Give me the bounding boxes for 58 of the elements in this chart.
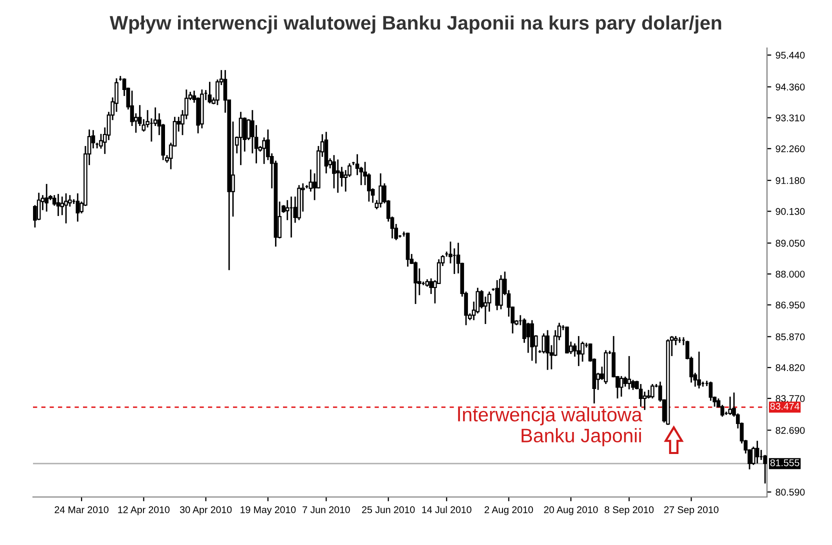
y-tick-label: 82.690	[776, 426, 805, 434]
x-tick-label: 19 May 2010	[240, 506, 296, 516]
candlestick	[64, 192, 68, 224]
candlestick	[697, 350, 701, 390]
candlestick	[495, 279, 500, 311]
x-tick-label: 8 Sep 2010	[604, 506, 654, 516]
candlestick	[642, 390, 647, 411]
y-tick-label: 80.590	[776, 488, 805, 496]
ref-line-label: 81.555	[770, 459, 800, 466]
x-tick-label: 20 Aug 2010	[544, 506, 598, 516]
x-tick-label: 7 Jun 2010	[302, 506, 350, 514]
candlestick	[650, 383, 654, 400]
candlestick	[378, 172, 382, 208]
candlestick	[76, 192, 80, 222]
y-tick-label: 93.310	[776, 114, 805, 122]
ref-line-label: 83.474	[770, 402, 800, 410]
candlestick	[238, 111, 243, 166]
y-tick-label: 86.950	[776, 302, 805, 308]
x-tick-label: 30 Apr 2010	[180, 506, 232, 516]
x-tick-label: 12 Apr 2010	[118, 506, 170, 516]
y-tick-label: 92.260	[776, 145, 805, 152]
candlestick	[530, 319, 534, 362]
y-tick-label: 90.130	[776, 208, 805, 215]
x-tick-label: 27 Sep 2010	[664, 506, 718, 516]
y-tick-label: 84.820	[776, 364, 805, 372]
y-tick-label: 88.000	[776, 270, 805, 278]
x-tick-label: 14 Jul 2010	[422, 506, 472, 514]
candlestick	[763, 454, 767, 484]
candlestick	[546, 329, 550, 371]
annotation: Interwencja walutowa Banku Japonii	[458, 407, 642, 446]
candlestick	[619, 375, 624, 398]
candlestick	[638, 383, 643, 408]
candlestick	[429, 278, 433, 295]
candlestick	[336, 158, 340, 194]
candlestick	[627, 355, 632, 390]
candlestick	[728, 396, 732, 416]
y-tick-label: 94.360	[776, 84, 805, 90]
candlestick	[708, 380, 713, 402]
candlestick	[208, 81, 212, 104]
y-tick-label: 91.180	[776, 177, 805, 184]
candlestick	[44, 183, 49, 212]
candlestick	[332, 154, 336, 190]
candlestick	[576, 335, 581, 367]
x-tick-label: 24 Mar 2010	[54, 506, 108, 514]
x-tick-label: 25 Jun 2010	[362, 506, 415, 514]
candlestick	[542, 332, 546, 354]
candlestick	[674, 335, 678, 346]
y-tick-label: 85.870	[776, 333, 805, 340]
y-tick-label: 83.770	[776, 395, 805, 402]
candlestick	[262, 136, 266, 165]
candlestick	[414, 260, 418, 305]
chart-title: Wpływ interwencji walutowej Banku Japonii na kurs pary dolar/jen	[110, 15, 722, 34]
y-tick-label: 95.440	[776, 52, 805, 59]
candlestick	[526, 322, 530, 354]
y-tick-label: 89.050	[776, 240, 805, 247]
x-tick-label: 2 Aug 2010	[484, 506, 533, 516]
candlestick	[56, 193, 60, 217]
candlestick	[755, 440, 760, 464]
